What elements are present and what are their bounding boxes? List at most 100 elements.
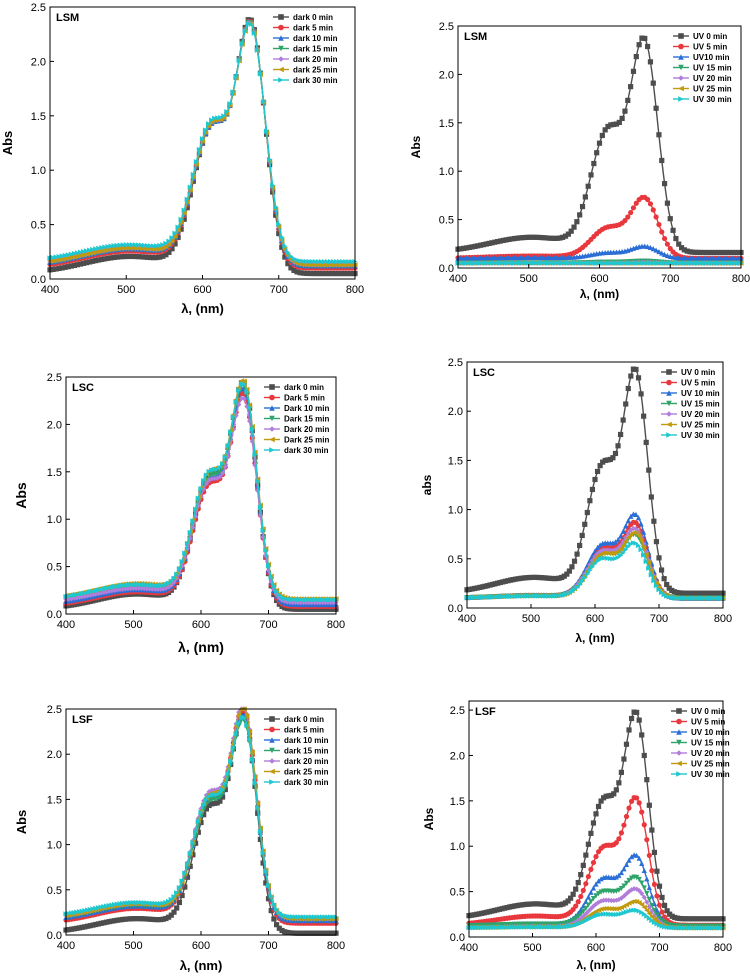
data-point: [580, 919, 586, 925]
data-point: [114, 587, 120, 593]
data-point: [249, 431, 255, 437]
data-point: [653, 578, 660, 584]
data-point: [669, 594, 675, 600]
data-point: [619, 260, 625, 266]
data-point: [500, 593, 506, 599]
data-point: [546, 592, 552, 599]
data-point: [236, 720, 242, 726]
data-point: [90, 258, 96, 264]
data-point: [141, 247, 148, 253]
data-point: [101, 906, 107, 913]
data-point: [463, 260, 470, 266]
data-point: [622, 260, 628, 266]
data-point: [66, 914, 72, 920]
data-point: [174, 891, 180, 897]
data-point: [56, 257, 62, 263]
data-point: [478, 260, 484, 266]
data-point: [518, 593, 524, 599]
series-line: [468, 796, 723, 926]
legend-label: Dark 20 min: [284, 425, 329, 434]
data-point: [530, 592, 537, 598]
data-point: [693, 260, 699, 266]
series-6: [63, 378, 339, 602]
data-point: [187, 187, 193, 193]
data-point: [611, 121, 617, 128]
data-point: [65, 256, 71, 262]
data-point: [679, 925, 685, 931]
data-point: [562, 260, 569, 266]
data-point: [497, 255, 504, 261]
data-point: [279, 237, 285, 243]
data-point: [690, 260, 696, 266]
data-point: [312, 263, 318, 269]
data-point: [133, 903, 139, 909]
data-point: [201, 800, 207, 806]
data-point: [464, 595, 470, 601]
data-point: [682, 923, 688, 929]
data-point: [720, 595, 726, 601]
data-point: [556, 592, 562, 598]
data-point: [489, 924, 495, 930]
data-point: [98, 586, 104, 593]
data-point: [625, 534, 631, 540]
data-point: [602, 127, 608, 133]
data-point: [236, 711, 242, 717]
data-point: [238, 380, 245, 386]
data-point: [579, 532, 585, 539]
data-point: [727, 260, 733, 266]
data-point: [171, 579, 177, 585]
data-point: [228, 761, 234, 768]
data-point: [238, 381, 245, 387]
data-point: [309, 916, 315, 922]
data-point: [522, 924, 528, 930]
data-point: [120, 585, 126, 591]
data-point: [284, 929, 290, 936]
data-point: [692, 923, 698, 929]
data-point: [661, 251, 668, 257]
data-point: [701, 249, 707, 256]
data-point: [538, 592, 544, 598]
data-point: [552, 914, 558, 920]
data-point: [230, 746, 236, 752]
data-point: [260, 534, 266, 540]
data-point: [600, 555, 606, 561]
data-point: [483, 255, 489, 261]
data-point: [664, 593, 670, 599]
data-point: [59, 253, 65, 259]
data-point: [658, 567, 665, 573]
data-point: [613, 840, 619, 846]
data-point: [221, 116, 227, 122]
data-point: [641, 545, 647, 552]
data-point: [182, 869, 188, 876]
data-point: [557, 260, 563, 266]
data-point: [471, 924, 477, 931]
data-point: [66, 910, 72, 917]
data-point: [669, 913, 675, 919]
data-point: [547, 920, 553, 927]
data-point: [568, 917, 574, 923]
data-point: [274, 907, 280, 914]
data-point: [217, 792, 223, 798]
data-point: [129, 246, 135, 252]
data-point: [644, 891, 650, 897]
data-point: [504, 922, 510, 928]
plot-area: [466, 709, 726, 931]
data-point: [674, 923, 680, 929]
y-tick-label: 2.5: [448, 357, 463, 369]
data-point: [147, 903, 153, 910]
data-point: [492, 254, 498, 260]
data-point: [673, 260, 679, 266]
data-point: [174, 570, 180, 576]
y-tick-label: 1.0: [439, 166, 454, 178]
data-point: [217, 465, 223, 471]
data-point: [53, 258, 59, 264]
data-point: [661, 260, 668, 266]
data-point: [682, 595, 688, 601]
data-point: [565, 260, 571, 266]
data-point: [681, 260, 687, 266]
data-point: [172, 230, 178, 236]
data-point: [684, 260, 690, 266]
data-point: [529, 924, 536, 930]
legend-marker: [278, 77, 284, 83]
